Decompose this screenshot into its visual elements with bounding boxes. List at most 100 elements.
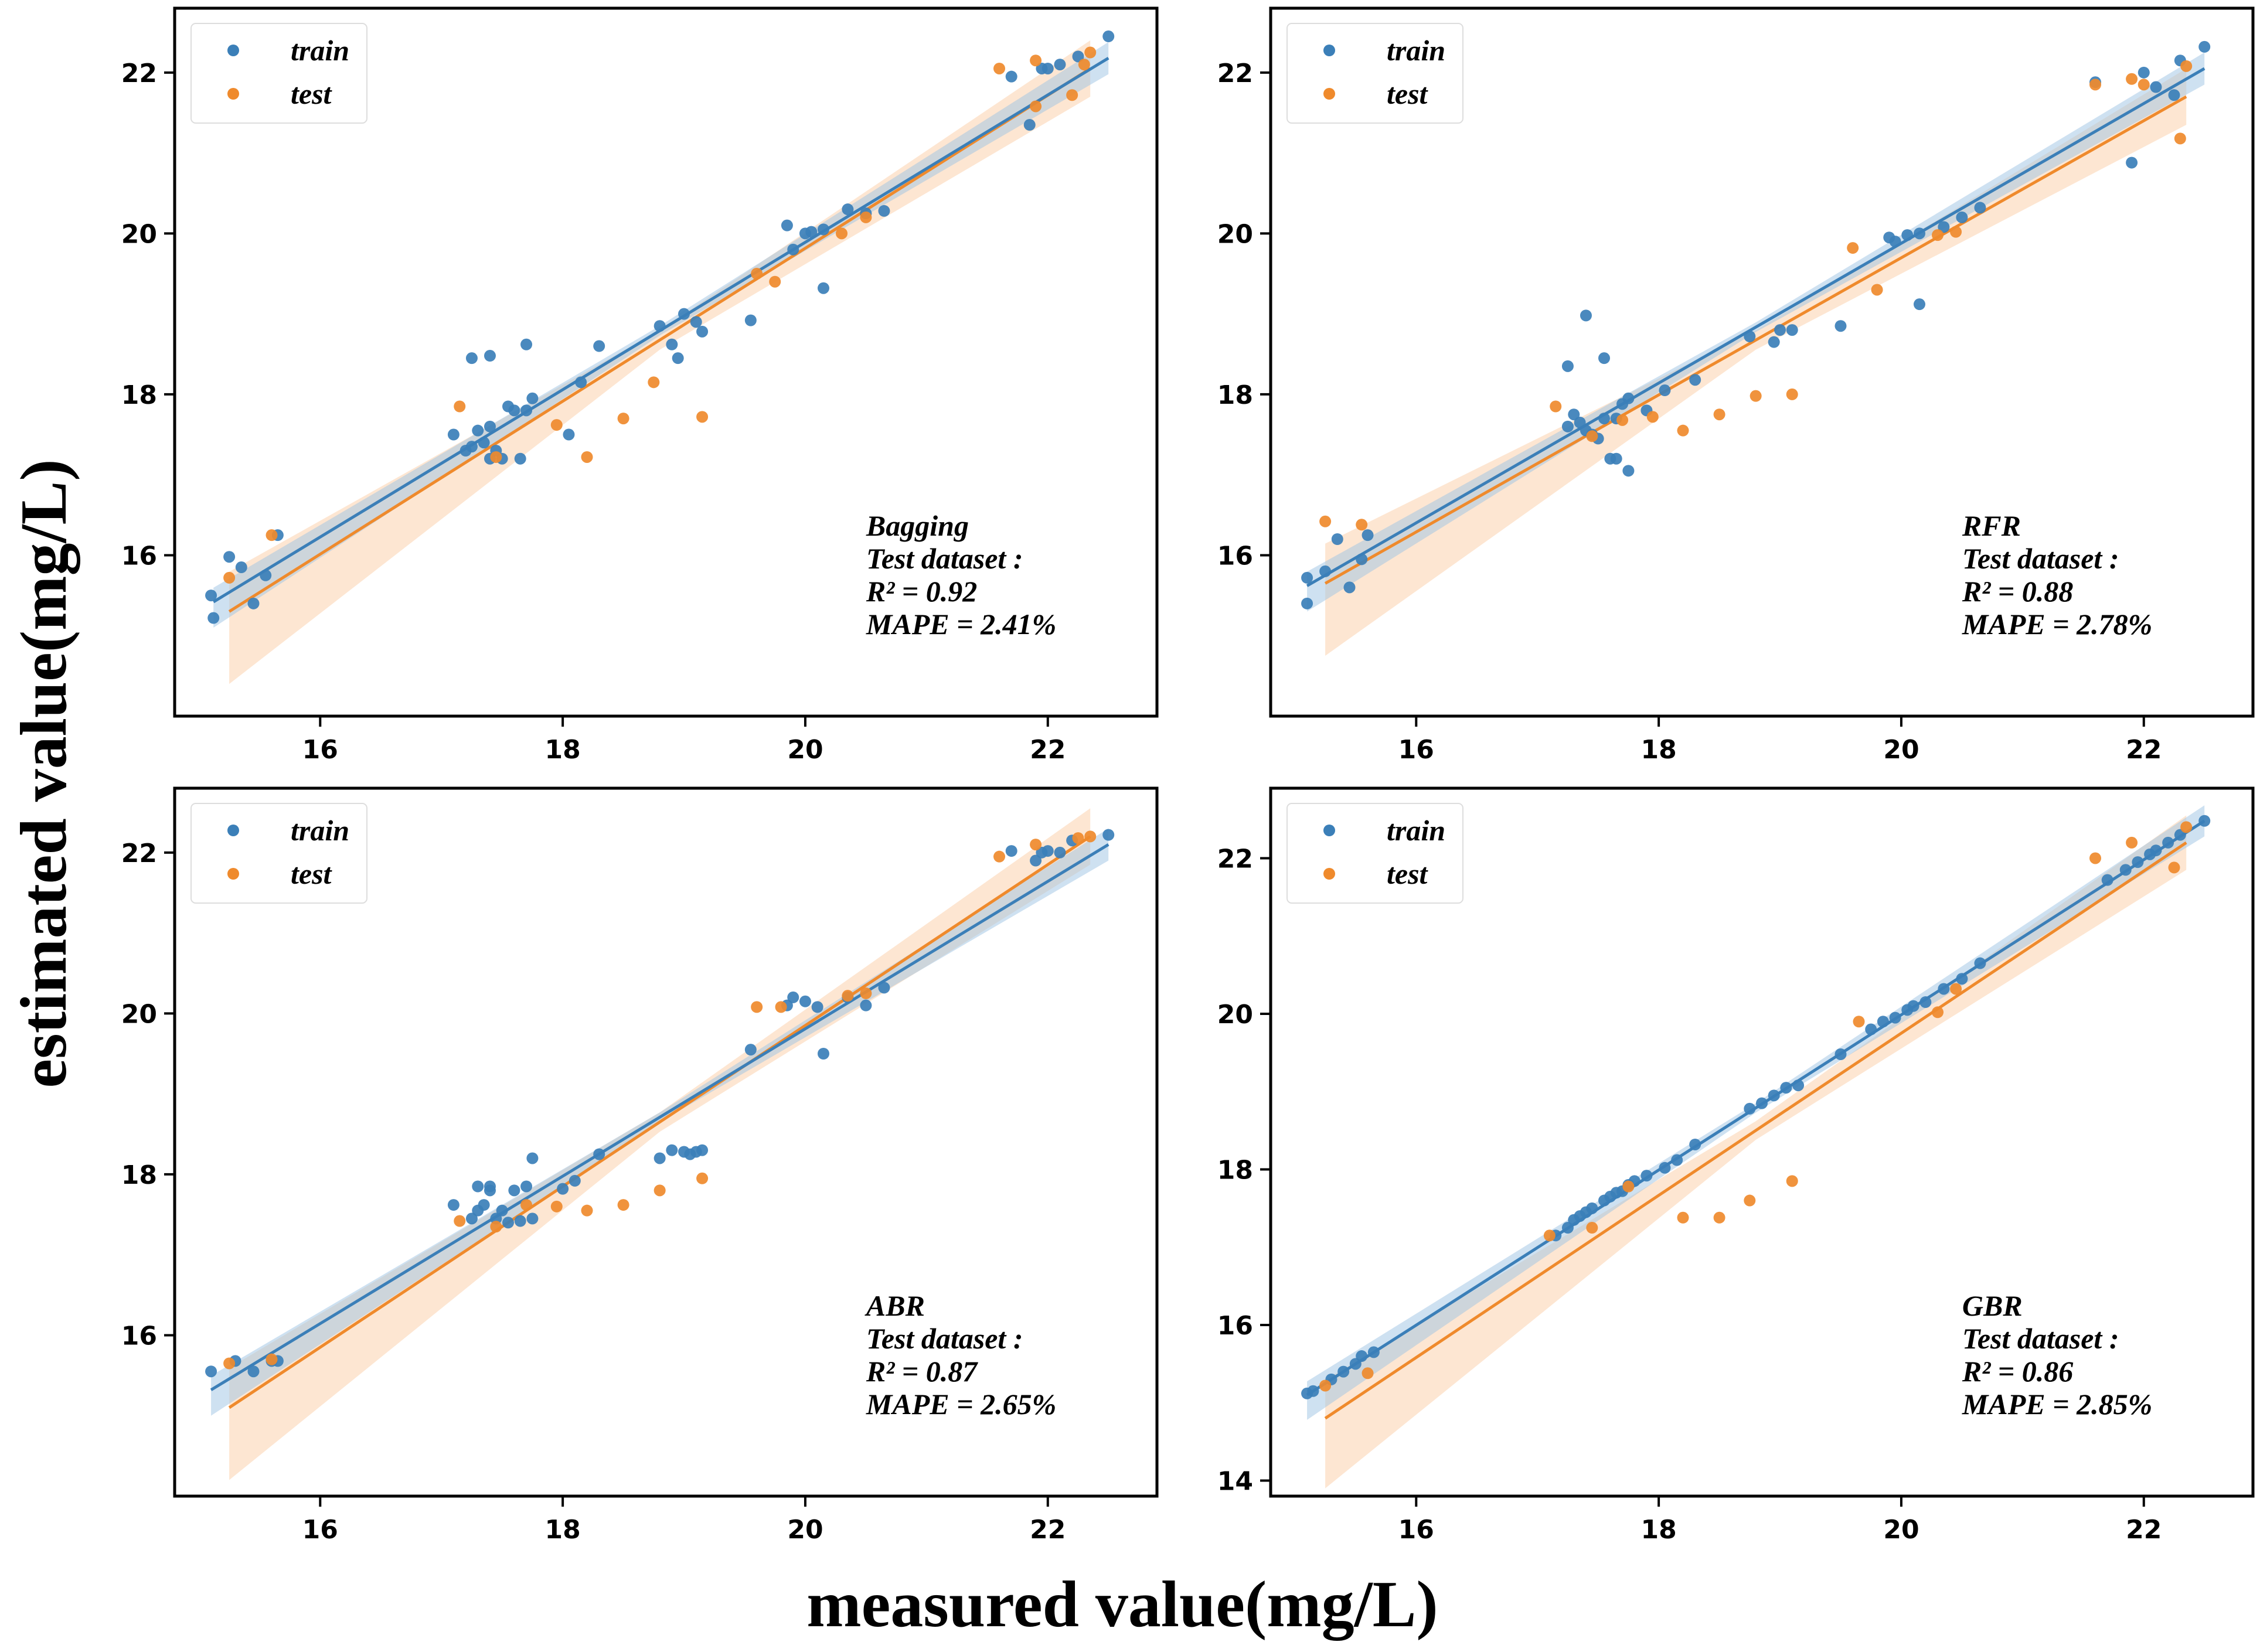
test-series: [223, 46, 1097, 584]
x-tick-label: 22: [2126, 1515, 2162, 1545]
train-point: [1756, 1097, 1768, 1109]
train-point: [672, 352, 684, 365]
y-tick-label: 14: [1217, 1466, 1253, 1496]
train-regression-line: [1306, 67, 2205, 587]
train-point: [1834, 320, 1847, 332]
train-point: [817, 223, 829, 236]
legend-test-marker: [1323, 88, 1335, 100]
train-point: [666, 1144, 678, 1156]
train-point: [1768, 1089, 1780, 1102]
y-tick-label: 18: [1217, 380, 1253, 410]
train-point: [478, 1199, 490, 1211]
test-point: [836, 227, 848, 240]
y-tick-label: 16: [1217, 1311, 1253, 1341]
train-point: [1561, 360, 1574, 372]
y-tick-label: 18: [1217, 1155, 1253, 1185]
train-point: [811, 1001, 823, 1013]
test-point: [1847, 242, 1859, 254]
y-tick-label: 18: [121, 1160, 157, 1190]
test-point: [1072, 832, 1084, 844]
train-point: [1580, 309, 1592, 322]
train-point: [235, 561, 247, 574]
test-point: [751, 1001, 763, 1013]
test-point: [860, 211, 872, 223]
test-point: [1622, 1180, 1635, 1193]
x-tick-label: 18: [1641, 735, 1677, 765]
train-point: [1331, 533, 1343, 545]
x-tick-label: 18: [545, 1515, 581, 1545]
test-regression-line: [228, 835, 1091, 1409]
train-point: [744, 314, 757, 326]
test-point: [454, 400, 466, 413]
y-tick-label: 16: [1217, 541, 1253, 571]
train-point: [2198, 815, 2211, 827]
test-point: [490, 451, 502, 463]
train-point: [484, 420, 496, 432]
y-tick-label: 22: [121, 59, 157, 88]
test-point: [1677, 1211, 1689, 1224]
train-point: [478, 437, 490, 449]
y-tick-label: 20: [121, 219, 157, 249]
train-point: [484, 350, 496, 362]
legend: train test: [1286, 23, 1463, 124]
train-point: [1030, 854, 1042, 867]
legend-test-marker: [227, 868, 239, 880]
train-point: [1367, 1346, 1380, 1358]
train-point: [666, 338, 678, 350]
train-point: [447, 1199, 460, 1211]
test-point: [2089, 852, 2102, 864]
test-point: [1078, 59, 1090, 71]
train-point: [1301, 571, 1313, 584]
train-point: [1574, 416, 1586, 428]
test-point: [775, 1001, 787, 1013]
test-point: [2138, 79, 2150, 91]
plot-frame: [1269, 6, 2255, 718]
test-point: [648, 376, 660, 389]
train-point: [1913, 227, 1925, 240]
x-tick-label: 22: [1030, 1515, 1066, 1545]
test-point: [769, 275, 781, 288]
train-point: [520, 338, 533, 350]
train-point: [1938, 983, 1950, 995]
test-point: [266, 1353, 278, 1365]
train-point: [526, 392, 539, 404]
train-point: [1072, 50, 1084, 63]
legend-train-marker: [1323, 825, 1335, 836]
test-point: [490, 1221, 502, 1233]
annotation-r2: R² = 0.87: [866, 1355, 978, 1388]
legend-test-label: test: [291, 857, 333, 890]
train-point: [2101, 874, 2113, 886]
test-regression-line: [1324, 95, 2187, 585]
x-axis-title: measured value(mg/L): [806, 1568, 1438, 1641]
train-regression-line: [1306, 819, 2205, 1396]
legend-train-marker: [227, 45, 239, 56]
train-point: [247, 597, 260, 609]
test-point: [1586, 1222, 1598, 1234]
test-point: [1932, 229, 1944, 241]
test-point: [2126, 73, 2138, 85]
annotation-mape: MAPE = 2.41%: [866, 608, 1056, 641]
train-point: [563, 428, 575, 441]
train-point: [1622, 465, 1635, 477]
train-point: [247, 1365, 260, 1378]
annotation-r2: R² = 0.92: [866, 575, 977, 608]
train-point: [465, 1212, 478, 1225]
test-point: [1932, 1006, 1944, 1019]
train-point: [1901, 229, 1914, 241]
legend-train-label: train: [291, 34, 349, 67]
legend-train-label: train: [1387, 814, 1445, 847]
train-point: [526, 1152, 539, 1164]
train-point: [2162, 836, 2174, 849]
train-confidence-band: [1307, 52, 2205, 612]
train-point: [1586, 1202, 1598, 1214]
test-regression-line: [228, 67, 1091, 613]
train-point: [2168, 89, 2180, 101]
test-point: [1319, 515, 1332, 527]
train-point: [472, 1180, 484, 1193]
